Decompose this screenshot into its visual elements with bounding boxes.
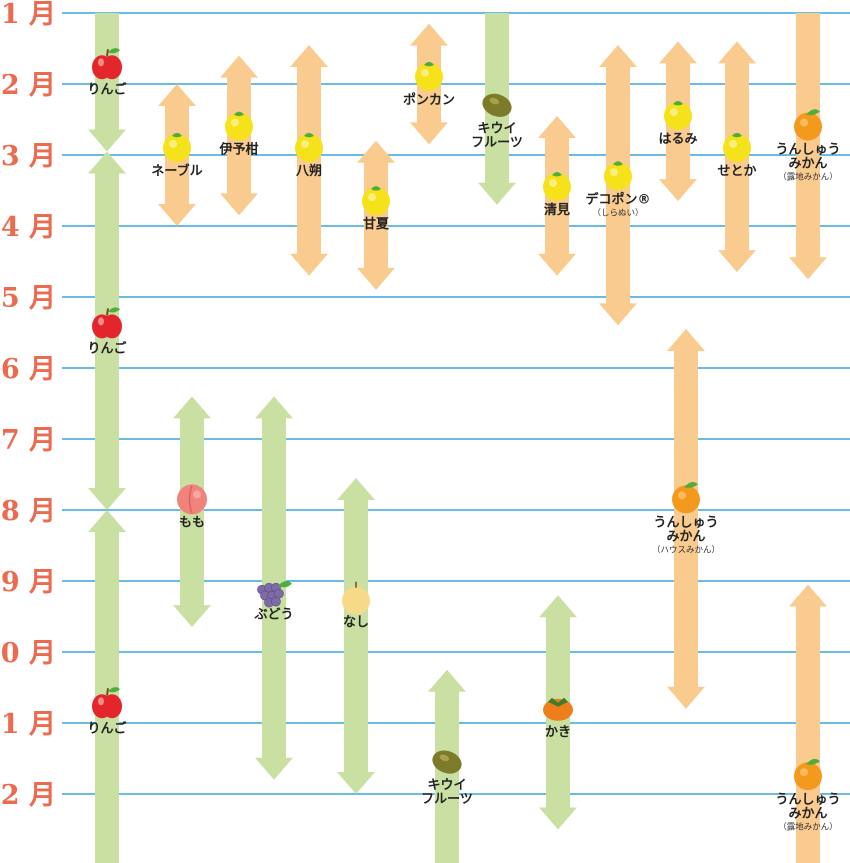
month-label-10: 10 月: [0, 638, 56, 669]
month-label-11: 11 月: [0, 709, 56, 740]
season-bar-pear: [337, 478, 375, 794]
month-label-12: 12 月: [0, 780, 56, 811]
fruit-label-amanatsu: 甘夏: [363, 216, 390, 232]
kiwi-icon: [482, 93, 512, 117]
apple-icon: [92, 307, 122, 339]
month-label-1: 1 月: [1, 0, 56, 30]
season-bar-unshu: [667, 328, 705, 709]
fruit-label-unshu: うんしゅう: [775, 143, 840, 158]
month-label-3: 3 月: [1, 141, 56, 172]
setoka-icon: [723, 132, 751, 162]
harumi-icon: [664, 100, 692, 130]
pear-icon: [342, 581, 370, 615]
persimmon-icon: [543, 697, 573, 721]
fruit-sublabel-unshu: （ハウスみかん）: [652, 544, 720, 555]
fruit-label-unshu: みかん: [788, 157, 827, 172]
fruit-sublabel-dekopon: （しらぬい）: [592, 207, 643, 218]
fruit-label-grape: ぶどう: [253, 608, 293, 623]
fruit-icons: [92, 48, 822, 791]
fruit-labels: りんごりんごりんごネーブル伊予柑八朔甘夏ポンカンキウイフルーツ清見デコポン®（し…: [87, 81, 840, 832]
fruit-label-harumi: はるみ: [658, 132, 697, 147]
fruit-label-ponkan: ポンカン: [403, 92, 455, 108]
season-bar-apple: [88, 13, 126, 152]
month-label-4: 4 月: [1, 212, 56, 243]
hassaku-icon: [295, 132, 323, 162]
ponkan-icon: [415, 61, 443, 91]
month-label-2: 2 月: [1, 70, 56, 101]
navel-icon: [163, 132, 191, 162]
fruit-sublabel-unshu: （露地みかん）: [778, 821, 838, 832]
month-label-9: 9 月: [1, 567, 56, 598]
fruit-label-setoka: せとか: [717, 164, 756, 179]
season-bars: [88, 13, 827, 863]
fruit-label-apple: りんご: [87, 81, 127, 97]
month-label-5: 5 月: [1, 283, 56, 314]
fruit-label-iyokan: 伊予柑: [218, 142, 258, 158]
season-bar-apple: [88, 510, 126, 863]
fruit-label-apple: りんご: [87, 340, 127, 356]
month-label-8: 8 月: [1, 496, 56, 527]
season-bar-amanatsu: [357, 140, 395, 290]
month-label-7: 7 月: [1, 425, 56, 456]
fruit-label-unshu: うんしゅう: [653, 515, 718, 530]
peach-icon: [177, 484, 207, 515]
season-bar-unshu: [789, 584, 827, 863]
fruit-label-apple: りんご: [87, 720, 127, 736]
fruit-label-kiyomi: 清見: [544, 202, 570, 218]
kiwi-icon: [432, 750, 462, 774]
fruit-label-unshu: うんしゅう: [775, 792, 840, 807]
amanatsu-icon: [362, 186, 390, 216]
fruit-label-hassaku: 八朔: [295, 163, 322, 179]
dekopon-icon: [604, 161, 632, 191]
fruit-label-kiwi: キウイ: [427, 778, 466, 793]
apple-icon: [92, 687, 122, 719]
fruit-label-pear: なし: [343, 615, 369, 630]
fruit-label-unshu: みかん: [666, 529, 705, 544]
kiyomi-icon: [543, 171, 571, 201]
apple-icon: [92, 48, 122, 80]
unshu-icon: [794, 109, 822, 141]
iyokan-icon: [225, 111, 253, 141]
unshu-icon: [794, 758, 822, 791]
fruit-label-unshu: みかん: [788, 806, 827, 821]
fruit-label-navel: ネーブル: [151, 163, 202, 179]
month-label-6: 6 月: [1, 354, 56, 385]
fruit-label-kiwi: フルーツ: [471, 135, 523, 150]
unshu-icon: [672, 481, 700, 514]
fruit-label-kiwi: キウイ: [477, 121, 516, 136]
fruit-label-peach: もも: [179, 515, 205, 530]
grid-layer: [62, 12, 850, 795]
fruit-sublabel-unshu: （露地みかん）: [778, 172, 838, 183]
fruit-label-dekopon: デコポン®: [585, 191, 650, 207]
grape-icon: [257, 581, 292, 608]
month-axis: 1 月 2 月 3 月 4 月 5 月 6 月 7 月 8 月 9 月 10 月 11 月 12 月: [0, 0, 56, 811]
season-bar-unshu: [789, 13, 827, 280]
fruit-label-persimmon: かき: [545, 725, 571, 740]
fruit-label-kiwi: フルーツ: [421, 792, 473, 807]
